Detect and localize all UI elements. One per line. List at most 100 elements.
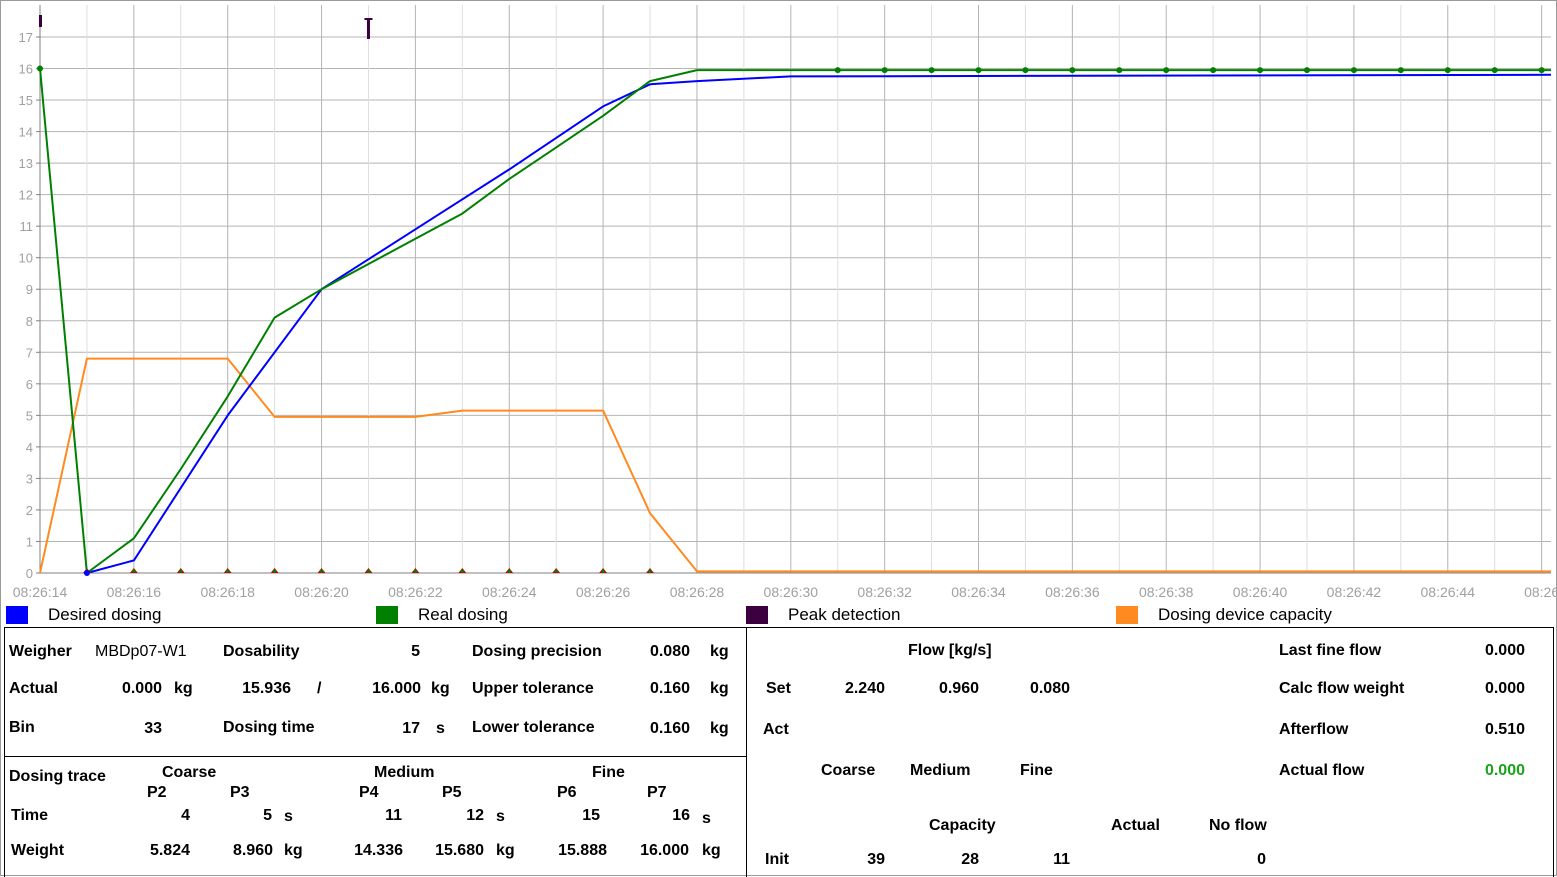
series-line-dosing-device-capacity xyxy=(39,357,1551,574)
weigher-label: Weigher xyxy=(9,643,72,660)
calc-flow-weight-label: Calc flow weight xyxy=(1279,680,1405,697)
x-tick-label-11: 08:26:36 xyxy=(1045,584,1100,600)
last-fine-flow-label: Last fine flow xyxy=(1279,642,1382,659)
y-tick-label-3: 3 xyxy=(26,471,33,486)
flow-act-label: Act xyxy=(763,721,789,738)
real-dosing-marker-17 xyxy=(834,67,841,74)
weight-separator: / xyxy=(317,680,322,697)
afterflow-label: Afterflow xyxy=(1279,721,1349,738)
bin-value: 33 xyxy=(144,720,162,737)
dosing-precision-value: 0.080 xyxy=(649,643,690,660)
y-tick-label-11: 11 xyxy=(20,219,34,234)
upper-tolerance-label: Upper tolerance xyxy=(472,680,594,697)
trace-p4-header: P4 xyxy=(359,784,379,801)
actual-flow-value: 0.000 xyxy=(1484,762,1525,779)
trace-weight-unit-coarse: kg xyxy=(284,842,303,859)
trace-weight-p4: 14.336 xyxy=(354,842,403,859)
x-tick-label-8: 08:26:30 xyxy=(764,584,819,600)
actual-flow-label: Actual flow xyxy=(1279,762,1365,779)
dosing-time-unit: s xyxy=(436,720,445,737)
real-dosing-marker-25 xyxy=(1210,67,1217,74)
last-fine-flow-value: 0.000 xyxy=(1484,642,1525,659)
real-dosing-marker-31 xyxy=(1491,67,1498,74)
chart-markers xyxy=(37,15,1545,576)
y-tick-label-10: 10 xyxy=(19,251,33,266)
flow-no-flow-value: 0 xyxy=(1257,851,1266,868)
flow-box xyxy=(746,627,1554,877)
trace-time-label: Time xyxy=(11,807,49,824)
trace-weight-p7: 16.000 xyxy=(640,842,689,859)
actual-value: 0.000 xyxy=(121,680,162,697)
actual-weight-value: 15.936 xyxy=(242,680,291,697)
legend-label-desired-dosing: Desired dosing xyxy=(48,605,162,624)
flow-capacity-header: Capacity xyxy=(929,817,996,834)
dosing-precision-label: Dosing precision xyxy=(472,643,602,660)
y-tick-label-8: 8 xyxy=(26,314,33,329)
y-tick-label-9: 9 xyxy=(26,282,33,297)
flow-init-coarse: 39 xyxy=(867,851,885,868)
zero-marker-dot-3 xyxy=(179,569,183,573)
y-tick-label-5: 5 xyxy=(26,408,33,423)
trace-weight-p3: 8.960 xyxy=(232,842,273,859)
x-tick-label-5: 08:26:24 xyxy=(482,584,537,600)
legend-swatch-desired-dosing xyxy=(6,606,28,624)
zero-marker-dot-12 xyxy=(601,569,605,573)
trace-p2-header: P2 xyxy=(147,784,167,801)
x-tick-label-16: 08:26 xyxy=(1524,584,1557,600)
y-tick-label-4: 4 xyxy=(26,440,33,455)
real-dosing-marker-24 xyxy=(1163,67,1170,74)
upper-tolerance-value: 0.160 xyxy=(649,680,690,697)
real-dosing-marker-19 xyxy=(928,67,935,74)
calc-flow-weight-value: 0.000 xyxy=(1484,680,1525,697)
desired-dosing-marker-start xyxy=(83,570,90,576)
peak-detection-mark-start xyxy=(39,15,42,27)
zero-marker-dot-7 xyxy=(366,569,371,573)
afterflow-value: 0.510 xyxy=(1484,721,1525,738)
zero-marker-dot-11 xyxy=(554,569,558,573)
zero-marker-dot-4 xyxy=(226,569,230,573)
chart-axes xyxy=(36,5,1551,574)
y-tick-label-6: 6 xyxy=(26,377,33,392)
trace-weight-p5: 15.680 xyxy=(435,842,484,859)
upper-tolerance-unit: kg xyxy=(710,680,729,697)
flow-coarse-header: Coarse xyxy=(821,762,876,779)
series-line-desired-dosing xyxy=(86,73,1552,574)
dosability-value: 5 xyxy=(411,643,420,660)
y-tick-label-17: 17 xyxy=(19,30,33,45)
zero-marker-dot-5 xyxy=(273,569,277,573)
trace-weight-label: Weight xyxy=(11,842,65,859)
dosing-time-label: Dosing time xyxy=(223,719,315,736)
x-tick-label-1: 08:26:16 xyxy=(107,584,162,600)
real-dosing-marker-22 xyxy=(1069,67,1076,74)
lower-tolerance-label: Lower tolerance xyxy=(472,719,595,736)
trace-time-p2: 4 xyxy=(181,807,190,824)
flow-actual-header: Actual xyxy=(1111,817,1160,834)
lower-tolerance-unit: kg xyxy=(710,720,729,737)
trace-time-p4: 11 xyxy=(385,807,402,824)
flow-set-fine: 0.080 xyxy=(1029,680,1070,697)
legend-swatch-peak-detection xyxy=(746,606,768,624)
dosability-label: Dosability xyxy=(223,643,300,660)
x-tick-label-15: 08:26:44 xyxy=(1421,584,1476,600)
chart-grid xyxy=(40,5,1551,573)
trace-time-unit-coarse: s xyxy=(284,808,293,825)
trace-fine-header: Fine xyxy=(592,764,625,781)
flow-title: Flow [kg/s] xyxy=(908,642,992,659)
trace-p7-header: P7 xyxy=(647,784,667,801)
trace-time-p7: 16 xyxy=(672,807,690,824)
real-dosing-marker-23 xyxy=(1116,67,1123,74)
dosing-time-value: 17 xyxy=(402,720,420,737)
real-dosing-marker-start xyxy=(37,65,43,72)
legend-swatch-dosing-device-capacity xyxy=(1116,606,1138,624)
x-tick-label-13: 08:26:40 xyxy=(1233,584,1288,600)
trace-p3-header: P3 xyxy=(230,784,250,801)
zero-marker-dot-2 xyxy=(132,569,136,573)
flow-set-coarse: 2.240 xyxy=(844,680,885,697)
trace-weight-unit-medium: kg xyxy=(496,842,515,859)
y-tick-label-2: 2 xyxy=(26,503,33,518)
legend-label-dosing-device-capacity: Dosing device capacity xyxy=(1158,605,1332,624)
peak-detection-mark xyxy=(366,19,370,39)
